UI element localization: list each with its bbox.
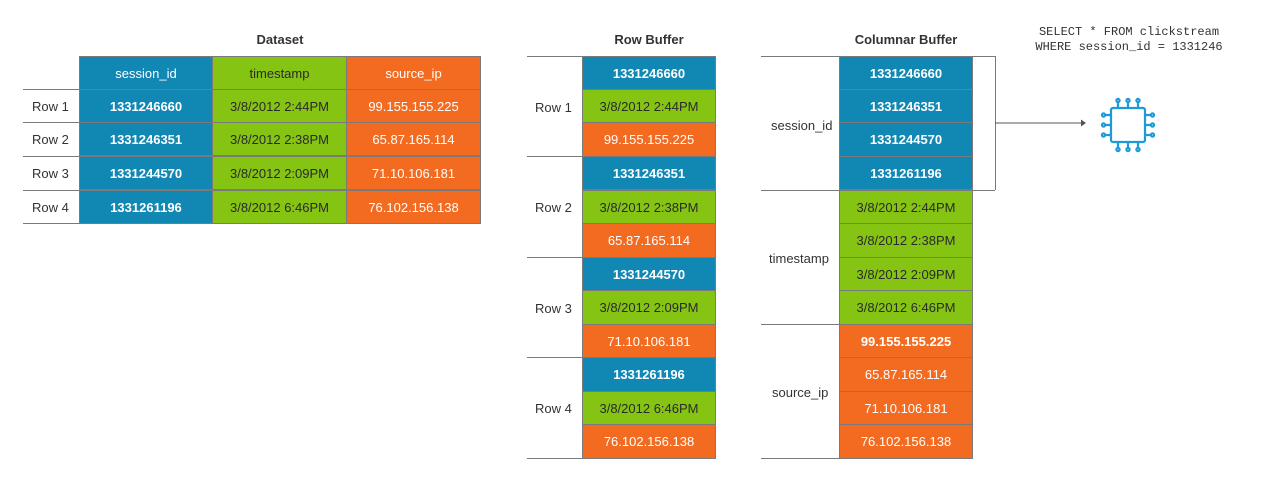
arrow-right-icon (995, 119, 1086, 127)
dataset-cell-session-id: 1331246660 (79, 89, 213, 123)
row-buffer-title: Row Buffer (614, 32, 684, 47)
columnar-group-label: timestamp (769, 250, 829, 266)
group-divider (527, 56, 582, 57)
dataset-cell-timestamp: 3/8/2012 2:44PM (212, 89, 347, 123)
dataset-cell-source-ip: 99.155.155.225 (346, 89, 481, 123)
columnar-cell: 1331246351 (839, 89, 973, 123)
row-buffer-group-label: Row 2 (535, 199, 572, 215)
columnar-group-label: session_id (771, 117, 833, 133)
row-divider (23, 190, 79, 191)
columnar-cell: 3/8/2012 2:44PM (839, 190, 973, 224)
row-buffer-cell: 76.102.156.138 (582, 424, 716, 459)
row-buffer-cell: 3/8/2012 6:46PM (582, 391, 716, 425)
row-divider (23, 223, 79, 224)
dataset-header-session-id: session_id (79, 56, 213, 90)
dataset-cell-source-ip: 65.87.165.114 (346, 122, 481, 156)
dataset-cell-source-ip: 76.102.156.138 (346, 190, 481, 224)
row-divider (23, 122, 79, 123)
row-buffer-cell: 3/8/2012 2:09PM (582, 290, 716, 325)
group-divider (527, 357, 582, 358)
columnar-cell: 99.155.155.225 (839, 324, 973, 358)
columnar-buffer-title: Columnar Buffer (854, 32, 958, 47)
dataset-row-label: Row 3 (32, 165, 69, 181)
row-buffer-cell: 1331244570 (582, 257, 716, 291)
sql-query-line-2: WHERE session_id = 1331246 (1035, 40, 1223, 54)
sql-query-line-1: SELECT * FROM clickstream (1038, 25, 1220, 39)
group-divider (527, 458, 582, 459)
row-buffer-cell: 1331246660 (582, 56, 716, 90)
dataset-cell-source-ip: 71.10.106.181 (346, 156, 481, 190)
row-buffer-cell: 65.87.165.114 (582, 223, 716, 258)
row-buffer-cell: 1331246351 (582, 156, 716, 190)
dataset-cell-timestamp: 3/8/2012 2:09PM (212, 156, 347, 190)
row-buffer-cell: 1331261196 (582, 357, 716, 392)
dataset-cell-session-id: 1331244570 (79, 156, 213, 190)
columnar-cell: 71.10.106.181 (839, 391, 973, 425)
group-divider (527, 257, 582, 258)
dataset-header-timestamp: timestamp (212, 56, 347, 90)
dataset-row-label: Row 1 (32, 98, 69, 114)
row-buffer-cell: 3/8/2012 2:38PM (582, 190, 716, 224)
columnar-cell: 3/8/2012 2:09PM (839, 257, 973, 291)
group-divider (761, 458, 839, 459)
row-divider (23, 89, 79, 90)
columnar-cell: 1331246660 (839, 56, 973, 90)
row-divider (23, 156, 79, 157)
columnar-cell: 65.87.165.114 (839, 357, 973, 392)
dataset-title: Dataset (256, 32, 304, 47)
dataset-header-source-ip: source_ip (346, 56, 481, 90)
row-buffer-cell: 71.10.106.181 (582, 324, 716, 358)
columnar-cell: 1331244570 (839, 122, 973, 157)
dataset-cell-session-id: 1331246351 (79, 122, 213, 156)
columnar-cell: 3/8/2012 6:46PM (839, 290, 973, 325)
dataset-row-label: Row 2 (32, 131, 69, 147)
row-buffer-group-label: Row 4 (535, 400, 572, 416)
columnar-cell: 76.102.156.138 (839, 424, 973, 459)
sql-query: SELECT * FROM clickstream WHERE session_… (1016, 25, 1242, 55)
columnar-cell: 1331261196 (839, 156, 973, 190)
row-buffer-cell: 3/8/2012 2:44PM (582, 89, 716, 123)
dataset-cell-session-id: 1331261196 (79, 190, 213, 224)
dataset-cell-timestamp: 3/8/2012 6:46PM (212, 190, 347, 224)
row-buffer-cell: 99.155.155.225 (582, 122, 716, 157)
dataset-cell-timestamp: 3/8/2012 2:38PM (212, 122, 347, 156)
cpu-chip-icon (1100, 97, 1156, 153)
group-divider (761, 190, 839, 191)
dataset-row-label: Row 4 (32, 199, 69, 215)
group-divider (527, 156, 582, 157)
columnar-group-label: source_ip (772, 384, 829, 400)
group-divider (761, 56, 839, 57)
bracket-bottom (973, 190, 995, 191)
row-buffer-group-label: Row 1 (535, 99, 572, 115)
columnar-cell: 3/8/2012 2:38PM (839, 223, 973, 258)
group-divider (761, 324, 839, 325)
row-buffer-group-label: Row 3 (535, 300, 572, 316)
bracket-top (973, 56, 995, 57)
